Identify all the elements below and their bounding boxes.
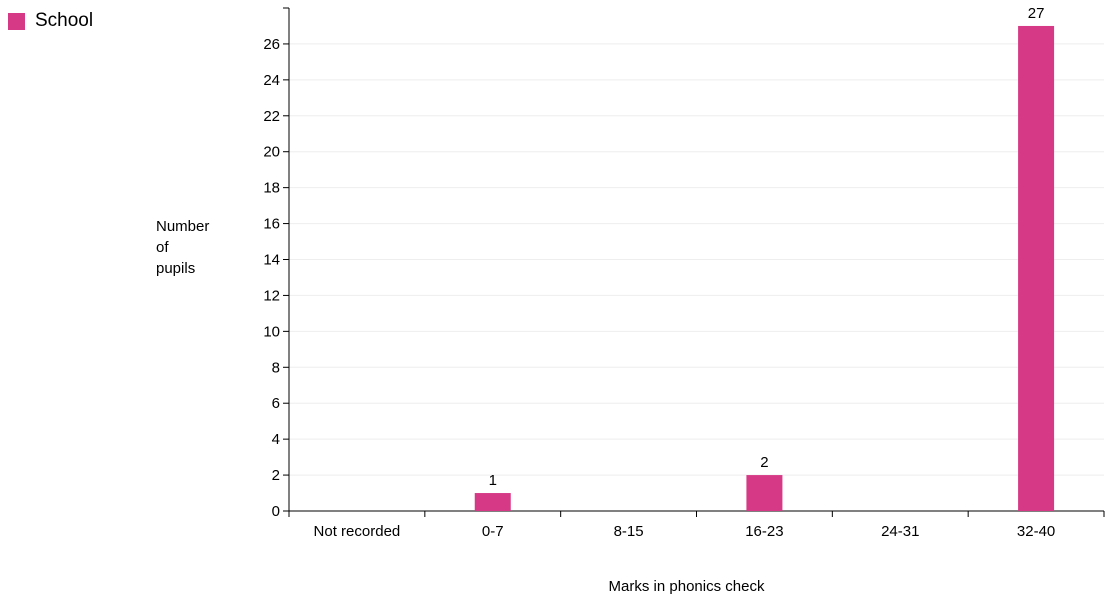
y-tick-label: 4 xyxy=(272,431,280,448)
y-tick-label: 24 xyxy=(263,72,280,89)
x-tick-label: 0-7 xyxy=(482,523,504,540)
y-tick-label: 12 xyxy=(263,287,280,304)
x-tick-label: 8-15 xyxy=(614,523,644,540)
bar xyxy=(1018,25,1055,511)
y-tick-label: 14 xyxy=(263,252,280,269)
bar xyxy=(746,475,783,511)
y-tick-label: 2 xyxy=(272,467,280,484)
y-tick-label: 16 xyxy=(263,216,280,233)
x-tick-label: 32-40 xyxy=(1017,523,1055,540)
x-tick-label: 16-23 xyxy=(745,523,783,540)
data-label: 1 xyxy=(489,472,497,489)
x-axis-label: Marks in phonics check xyxy=(608,578,765,595)
legend-swatch xyxy=(8,12,25,30)
y-tick-label: 10 xyxy=(263,323,280,340)
y-axis-label-line: pupils xyxy=(156,260,196,277)
x-tick-label: 24-31 xyxy=(881,523,919,540)
data-label: 27 xyxy=(1028,5,1045,22)
y-axis-label-line: of xyxy=(156,239,169,256)
y-tick-label: 20 xyxy=(263,144,280,161)
legend: School xyxy=(8,10,93,32)
y-axis-label-line: Number xyxy=(156,218,210,235)
y-tick-label: 26 xyxy=(263,36,280,53)
bar xyxy=(474,493,511,511)
y-tick-label: 0 xyxy=(272,503,280,520)
y-tick-label: 6 xyxy=(272,395,280,412)
y-tick-label: 8 xyxy=(272,359,280,376)
y-tick-label: 18 xyxy=(263,180,280,197)
x-tick-label: Not recorded xyxy=(314,523,401,540)
y-tick-label: 22 xyxy=(263,108,280,125)
data-label: 2 xyxy=(760,454,768,471)
x-axis-label-wrap: Marks in phonics check xyxy=(0,578,1105,595)
y-axis-label: Number of pupils xyxy=(156,216,209,279)
legend-label: School xyxy=(35,10,94,31)
